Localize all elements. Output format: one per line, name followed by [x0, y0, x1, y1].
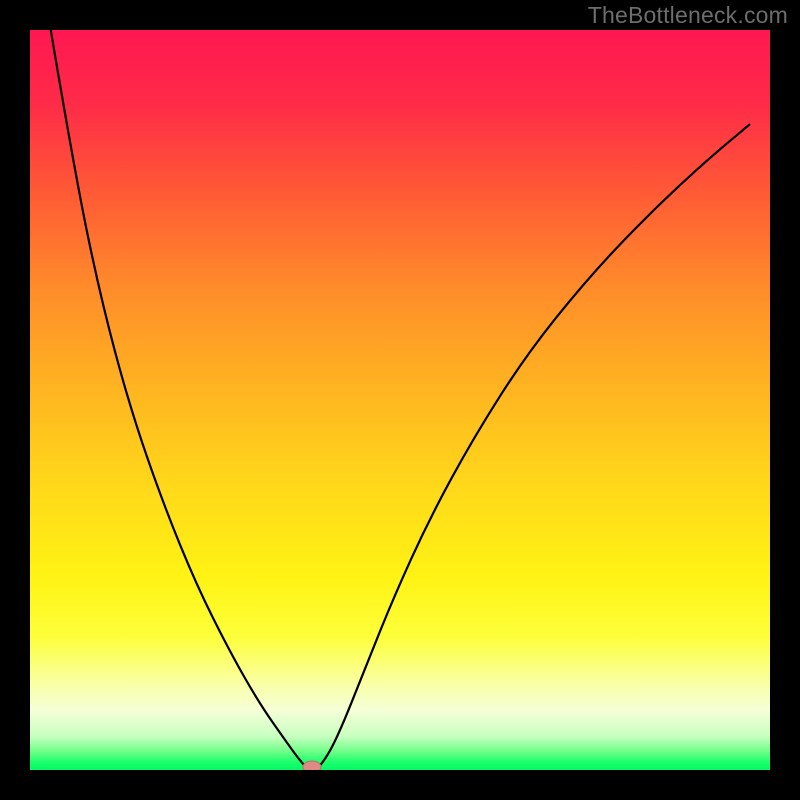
chart-frame: TheBottleneck.com: [0, 0, 800, 800]
optimal-point-marker: [303, 761, 321, 770]
bottleneck-curve-chart: [30, 30, 770, 770]
watermark-text: TheBottleneck.com: [588, 2, 788, 29]
plot-area: [30, 30, 770, 770]
gradient-background: [30, 30, 770, 770]
